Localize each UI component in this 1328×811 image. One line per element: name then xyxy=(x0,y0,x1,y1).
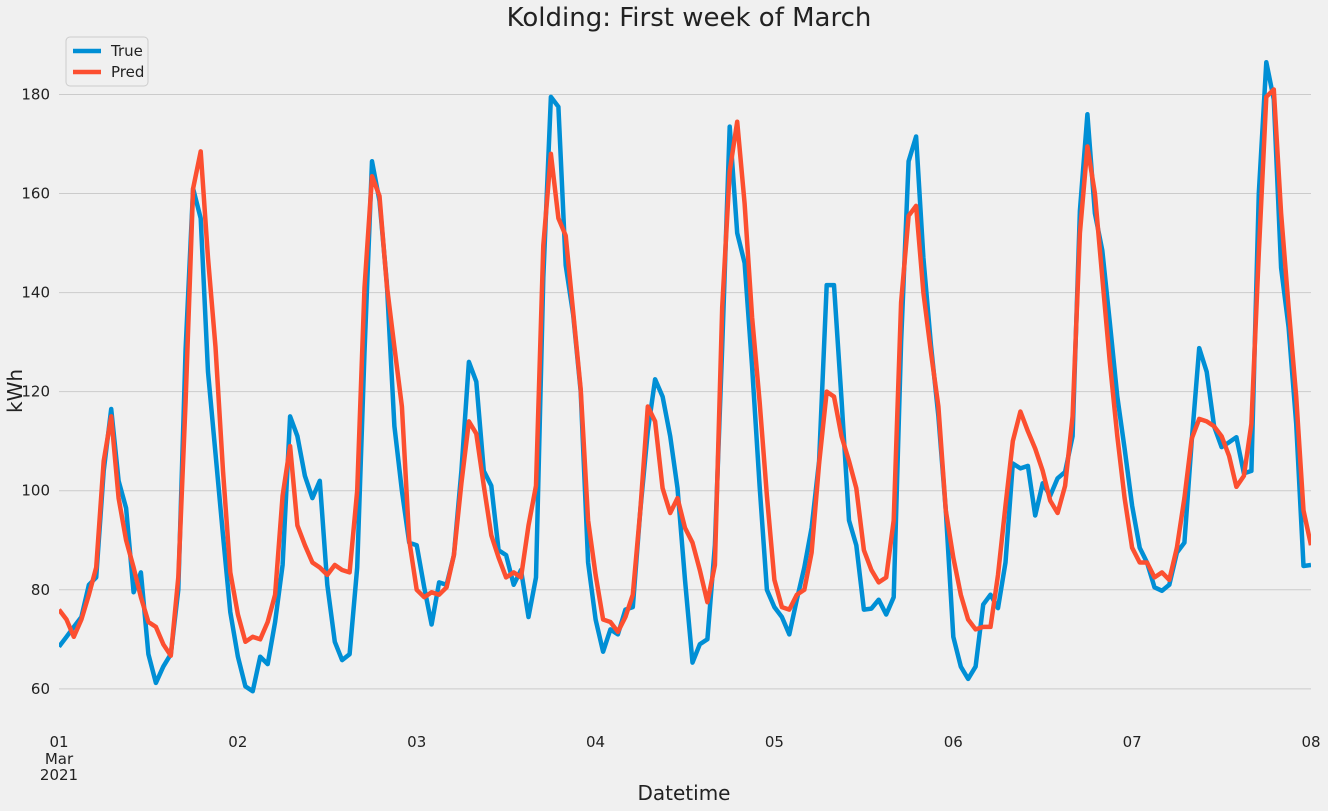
y-axis-ticks: 60 80 100 120 140 160 180 xyxy=(21,85,50,697)
y-tick-label: 140 xyxy=(21,284,50,302)
y-tick-label: 80 xyxy=(31,581,50,599)
x-tick-label: 01 xyxy=(49,733,68,751)
y-axis-label: kWh xyxy=(3,369,27,413)
x-tick-label: 02 xyxy=(228,733,247,751)
x-tick-sublabel: 2021 xyxy=(40,766,78,784)
chart-title: Kolding: First week of March xyxy=(507,3,872,33)
x-tick-label: 04 xyxy=(586,733,605,751)
y-tick-label: 160 xyxy=(21,185,50,203)
x-tick-label: 07 xyxy=(1123,733,1142,751)
series-line-pred xyxy=(59,87,1311,658)
x-tick-label: 08 xyxy=(1301,733,1320,751)
x-tick-sublabel: Mar xyxy=(45,750,74,768)
x-tick-label: 05 xyxy=(765,733,784,751)
legend-label-true: True xyxy=(110,42,143,60)
legend: True Pred xyxy=(65,36,149,87)
legend-label-pred: Pred xyxy=(111,63,144,81)
y-tick-label: 100 xyxy=(21,482,50,500)
series-lines xyxy=(59,59,1311,694)
y-tick-label: 60 xyxy=(31,680,50,698)
series-line-true xyxy=(59,59,1311,694)
x-axis-label: Datetime xyxy=(638,781,731,805)
y-tick-label: 120 xyxy=(21,383,50,401)
x-tick-label: 03 xyxy=(407,733,426,751)
x-tick-label: 06 xyxy=(944,733,963,751)
y-tick-label: 180 xyxy=(21,85,50,103)
